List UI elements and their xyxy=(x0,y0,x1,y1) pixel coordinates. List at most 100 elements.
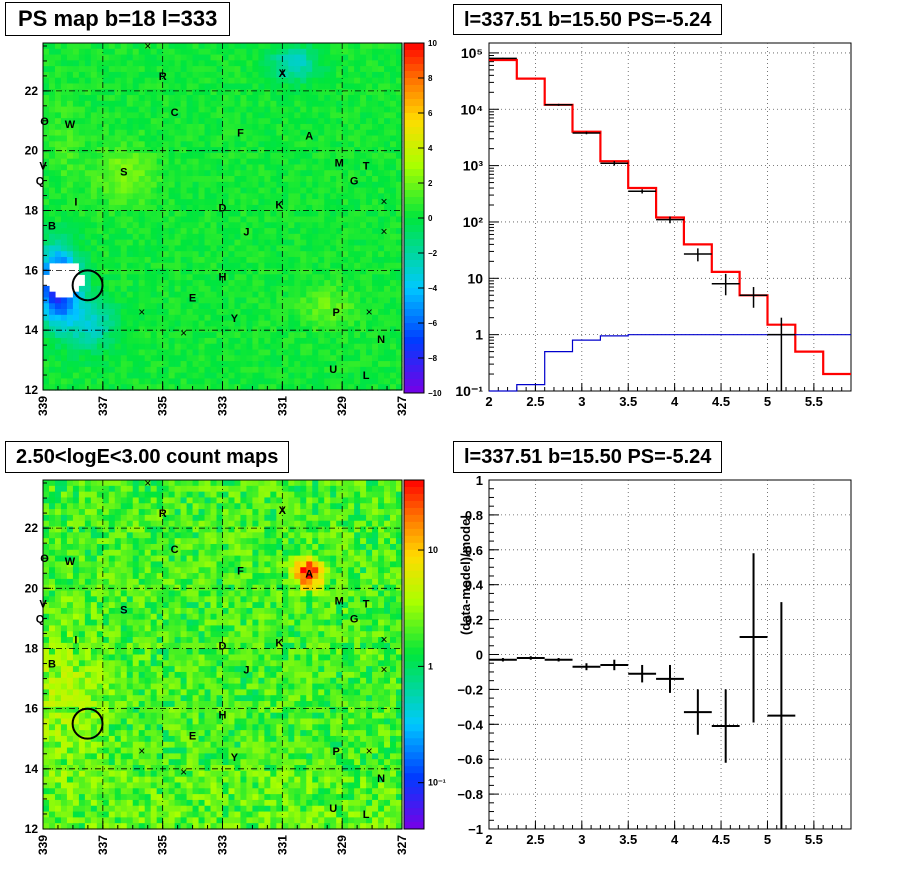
spectrum-xtick-label: 4.5 xyxy=(712,394,730,409)
spectrum-ytick-label: 10² xyxy=(463,214,484,230)
count-map-colorbar-cell xyxy=(404,605,424,614)
count_map-xtick-label: 335 xyxy=(156,835,170,855)
ps-map-source-label: L xyxy=(363,370,370,382)
residual-xtick-label: 5 xyxy=(764,832,771,847)
spectrum-xtick-label: 2.5 xyxy=(526,394,544,409)
ps-map-source-label: Q xyxy=(36,176,45,188)
ps_map-xtick-label: 327 xyxy=(395,396,409,416)
ps-map-colorbar-cell xyxy=(404,358,424,366)
ps-map-colorbar-cell xyxy=(404,92,424,100)
count_map-xtick-label: 333 xyxy=(216,835,230,855)
ps-map-colorbar-cell xyxy=(404,190,424,198)
title-residual: l=337.51 b=15.50 PS=-5.24 xyxy=(453,441,723,473)
count-map-colorbar-label: 1 xyxy=(428,661,433,671)
ps-map-source-label: Y xyxy=(231,313,239,325)
ps_map-xtick-label: 329 xyxy=(335,396,349,416)
count-map-source-label: P xyxy=(333,746,340,758)
spectrum-xtick-label: 3.5 xyxy=(619,394,637,409)
spectrum-xtick-label: 5 xyxy=(764,394,771,409)
count-map-source-label: V xyxy=(39,598,47,610)
count-map-colorbar-cell xyxy=(404,654,424,662)
count_map-xtick-label: 329 xyxy=(335,835,349,855)
count-map-colorbar-cell xyxy=(404,822,424,830)
ps-map-source-label: C xyxy=(171,107,179,119)
count-map-x-marker: × xyxy=(180,765,187,779)
ps-map-source-label: A xyxy=(305,131,313,143)
ps-map-colorbar-cell xyxy=(404,246,424,254)
ps-map-colorbar-cell xyxy=(404,330,424,338)
ps-map-colorbar-cell xyxy=(404,218,424,226)
count-map-colorbar-cell xyxy=(404,668,424,676)
ps-map-source-label: H xyxy=(219,271,227,283)
count-map-source-label: S xyxy=(120,604,127,616)
title-ps-map: PS map b=18 l=333 xyxy=(5,2,231,36)
count-map-colorbar xyxy=(403,479,425,830)
ps-map-colorbar-cell xyxy=(404,148,424,156)
ps-map-colorbar-cell xyxy=(404,379,424,387)
ps-map-colorbar-cell xyxy=(404,302,424,310)
ps-map-source-label: V xyxy=(39,161,47,173)
residual-ytick-label: 0.2 xyxy=(465,613,483,628)
count-map-source-label: N xyxy=(377,773,385,785)
count-map-source-label: H xyxy=(219,710,227,722)
count-map-colorbar-cell xyxy=(404,815,424,823)
ps_map-xtick-label: 335 xyxy=(156,396,170,416)
ps_map-xtick-label: 337 xyxy=(96,396,110,416)
count-map-source-label: X xyxy=(279,505,287,517)
count-map-colorbar-cell xyxy=(404,549,424,558)
count-map-colorbar-cell xyxy=(404,717,424,725)
count_map-cells xyxy=(43,480,403,830)
count-map-colorbar-cell xyxy=(404,710,424,718)
count-map-x-marker: × xyxy=(366,744,373,758)
count_map-xtick-label: 327 xyxy=(395,835,409,855)
ps-map-colorbar-label: −6 xyxy=(428,319,438,328)
count-map-colorbar-cell xyxy=(404,731,424,739)
count-map-colorbar-cell xyxy=(404,766,424,774)
count-map-colorbar-cell xyxy=(404,752,424,760)
ps-map-colorbar-cell xyxy=(404,372,424,380)
spectrum-ytick-label: 10 xyxy=(467,270,483,286)
ps-map-colorbar-cell xyxy=(404,386,424,394)
ps-map-colorbar-cell xyxy=(404,365,424,373)
ps-map-colorbar-cell xyxy=(404,43,424,51)
ps-map-colorbar-cell xyxy=(404,99,424,107)
count-map-colorbar-cell xyxy=(404,514,424,523)
title-count-map-text: 2.50<logE<3.00 count maps xyxy=(16,446,279,468)
ps-map-colorbar-cell xyxy=(404,274,424,282)
ps-map-colorbar-cell xyxy=(404,127,424,135)
title-spectrum: l=337.51 b=15.50 PS=-5.24 xyxy=(453,4,723,35)
ps-map-colorbar-cell xyxy=(404,295,424,303)
title-count-map: 2.50<logE<3.00 count maps xyxy=(5,441,290,473)
count_map-ytick-label: 16 xyxy=(25,702,39,716)
ps-map-x-marker: × xyxy=(180,326,187,340)
count-map-colorbar-cell xyxy=(404,577,424,586)
ps-map-colorbar-cell xyxy=(404,232,424,240)
spectrum-xtick-label: 3 xyxy=(578,394,585,409)
count-map-source-label: O xyxy=(40,553,49,565)
count_map-ytick-label: 20 xyxy=(25,581,39,595)
residual-ytick-label: 0.6 xyxy=(465,543,483,558)
ps-map-colorbar-cell xyxy=(404,316,424,324)
ps-map-colorbar-cell xyxy=(404,337,424,345)
count-map-colorbar-cell xyxy=(404,738,424,746)
ps-map-colorbar-label: 8 xyxy=(428,74,433,83)
count-map-source-label: U xyxy=(329,803,337,815)
spectrum-ytick-label: 10⁵ xyxy=(461,45,483,61)
spectrum-ytick-label: 1 xyxy=(475,327,483,343)
ps_map-cells xyxy=(43,43,403,391)
ps-map-colorbar-cell xyxy=(404,162,424,170)
residual-xtick-label: 3 xyxy=(578,832,585,847)
count-map-colorbar-cell xyxy=(404,500,424,509)
ps-map-colorbar-cell xyxy=(404,211,424,219)
ps-map-source-label: K xyxy=(275,200,283,212)
ps-map-x-marker: × xyxy=(381,224,388,238)
count-map-colorbar-cell xyxy=(404,507,424,516)
ps-map-colorbar-label: 2 xyxy=(428,179,433,188)
ps-map-colorbar-cell xyxy=(404,260,424,268)
ps-map-source-label: F xyxy=(237,128,244,140)
count-map-source-label: C xyxy=(171,544,179,556)
ps_map-ytick-label: 14 xyxy=(25,323,39,337)
count-map-x-marker: × xyxy=(144,476,151,490)
count_map-xtick-label: 337 xyxy=(96,835,110,855)
residual-ytick-label: −0.4 xyxy=(457,717,483,732)
